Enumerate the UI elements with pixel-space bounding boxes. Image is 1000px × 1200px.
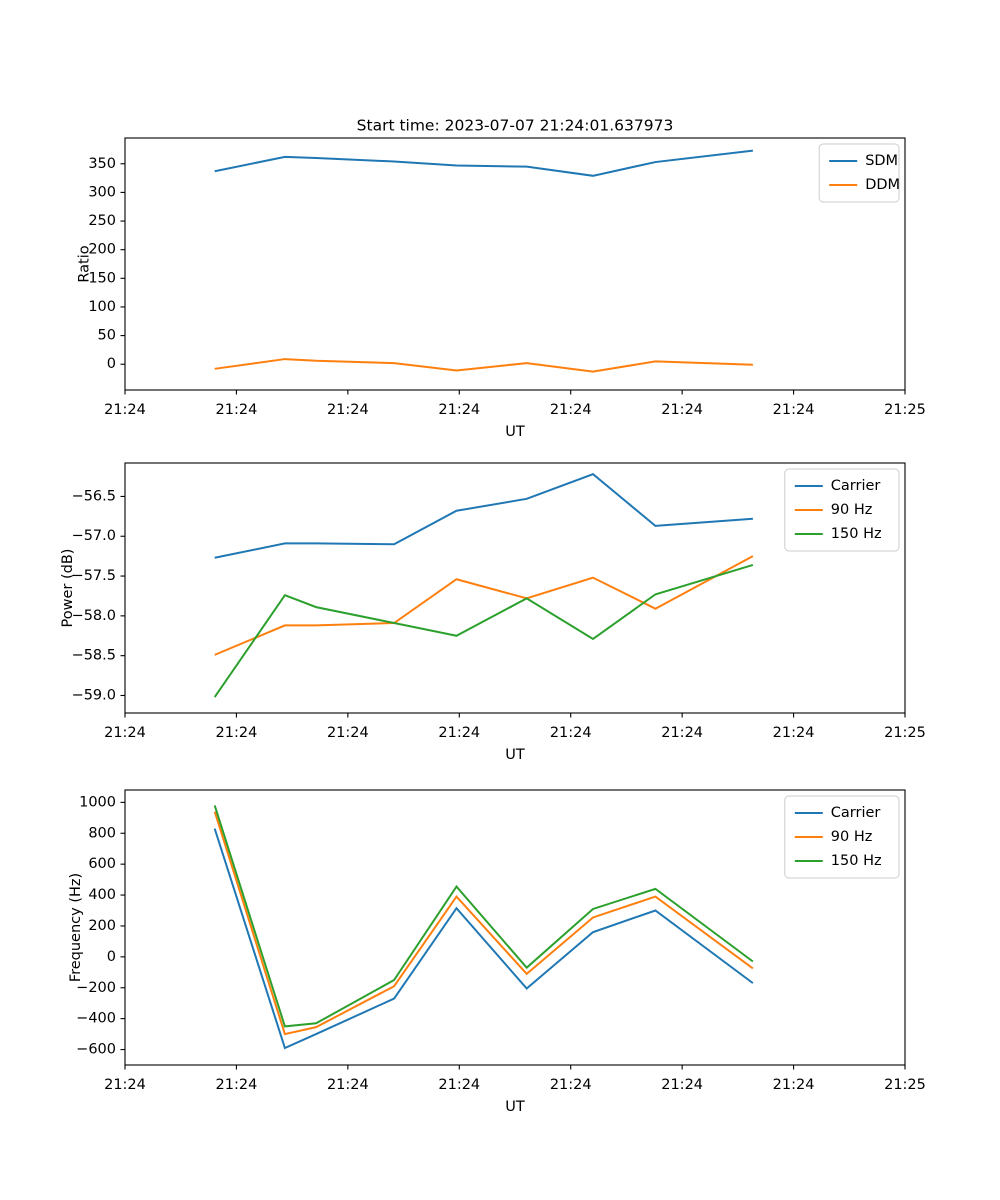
axes-frame [124, 137, 906, 391]
panel-ratio: Start time: 2023-07-07 21:24:01.637973 0 5… [0, 110, 1000, 455]
figure-title: Start time: 2023-07-07 21:24:01.637973 [357, 117, 674, 135]
panel-frequency: −600 −400 −200 0 200 400 600 800 1000 21:24 21:24 2… [0, 770, 1000, 1140]
series-line-90-hz [214, 555, 754, 656]
y-tick-label: −58.0 [72, 608, 116, 624]
x-tick-label: 21:24 [216, 725, 258, 741]
y-tick-label: 200 [88, 918, 116, 934]
legend-label-90-hz: 90 Hz [831, 502, 873, 518]
x-tick-label: 21:24 [104, 402, 146, 418]
series-line-ddm [214, 358, 753, 373]
legend-label-90-hz: 90 Hz [831, 829, 873, 845]
y-tick-label: −600 [76, 1042, 116, 1058]
legend-box [784, 795, 900, 879]
series-line-150-hz [213, 805, 754, 1028]
y-tick-label: −58.5 [72, 648, 116, 664]
y-tick-label: 1000 [79, 794, 116, 810]
x-tick-label: 21:24 [104, 1077, 146, 1093]
y-axis-label: Frequency (Hz) [68, 873, 84, 982]
x-tick-label: 21:24 [773, 725, 815, 741]
y-axis-label: Ratio [76, 245, 92, 282]
x-tick-label: 21:25 [884, 725, 926, 741]
panel-frequency-canvas: −600 −400 −200 0 200 400 600 800 1000 21:24 21:24 2… [68, 789, 926, 1115]
x-tick-label: 21:24 [550, 402, 592, 418]
x-tick-label: 21:24 [216, 1077, 258, 1093]
y-tick-label: −400 [76, 1011, 116, 1027]
x-axis-label: UT [505, 747, 525, 763]
y-tick-label: −57.5 [72, 568, 116, 584]
x-tick-label: 21:24 [661, 402, 703, 418]
x-tick-label: 21:24 [773, 1077, 815, 1093]
x-tick-label: 21:24 [550, 1077, 592, 1093]
y-tick-label: −56.5 [72, 488, 116, 504]
y-tick-label: 0 [107, 949, 116, 965]
x-tick-label: 21:24 [550, 725, 592, 741]
series-line-carrier [214, 473, 753, 559]
x-tick-label: 21:24 [661, 1077, 703, 1093]
panel-power: −59.0 −58.5 −58.0 −57.5 −57.0 −56.5 21:24 21:24… [0, 445, 1000, 775]
y-tick-label: 350 [88, 156, 116, 172]
axes-frame [124, 462, 906, 714]
y-tick-label: −200 [76, 980, 116, 996]
legend-label-carrier: Carrier [831, 478, 881, 494]
y-tick-label: 150 [88, 270, 116, 286]
x-tick-label: 21:24 [773, 402, 815, 418]
y-tick-label: 0 [107, 356, 116, 372]
x-tick-label: 21:24 [327, 725, 369, 741]
y-tick-label: 50 [98, 328, 116, 344]
x-tick-label: 21:24 [327, 1077, 369, 1093]
legend-label-150-hz: 150 Hz [831, 853, 882, 869]
legend-label-ddm: DDM [865, 177, 900, 193]
x-tick-label: 21:24 [216, 402, 258, 418]
legend-label-carrier: Carrier [831, 805, 881, 821]
legend-box [818, 143, 900, 203]
legend-box [784, 468, 900, 552]
series-line-90-hz [213, 811, 754, 1036]
series-line-sdm [214, 149, 754, 177]
y-tick-label: 100 [88, 299, 116, 315]
panel-ratio-canvas: Start time: 2023-07-07 21:24:01.637973 0 5… [76, 117, 926, 441]
x-tick-label: 21:25 [884, 402, 926, 418]
x-axis-label: UT [505, 424, 525, 440]
axes-frame [124, 789, 906, 1066]
legend-label-sdm: SDM [865, 153, 898, 169]
panel-power-canvas: −59.0 −58.5 −58.0 −57.5 −57.0 −56.5 21:24 21:24… [60, 462, 926, 763]
x-tick-label: 21:24 [438, 725, 480, 741]
series-line-carrier [213, 828, 754, 1050]
y-tick-label: 800 [88, 825, 116, 841]
x-tick-label: 21:24 [438, 1077, 480, 1093]
legend-label-150-hz: 150 Hz [831, 526, 882, 542]
x-tick-label: 21:24 [438, 402, 480, 418]
y-axis-label: Power (dB) [60, 549, 76, 628]
x-tick-label: 21:25 [884, 1077, 926, 1093]
y-tick-label: 300 [88, 184, 116, 200]
x-tick-label: 21:24 [327, 402, 369, 418]
y-tick-label: −57.0 [72, 528, 116, 544]
y-tick-label: 250 [88, 213, 116, 229]
y-tick-label: 600 [88, 856, 116, 872]
series-line-150-hz [213, 563, 754, 698]
x-axis-label: UT [505, 1099, 525, 1115]
y-tick-label: 400 [88, 887, 116, 903]
x-tick-label: 21:24 [104, 725, 146, 741]
y-tick-label: −59.0 [72, 687, 116, 703]
x-tick-label: 21:24 [661, 725, 703, 741]
y-tick-label: 200 [88, 242, 116, 258]
